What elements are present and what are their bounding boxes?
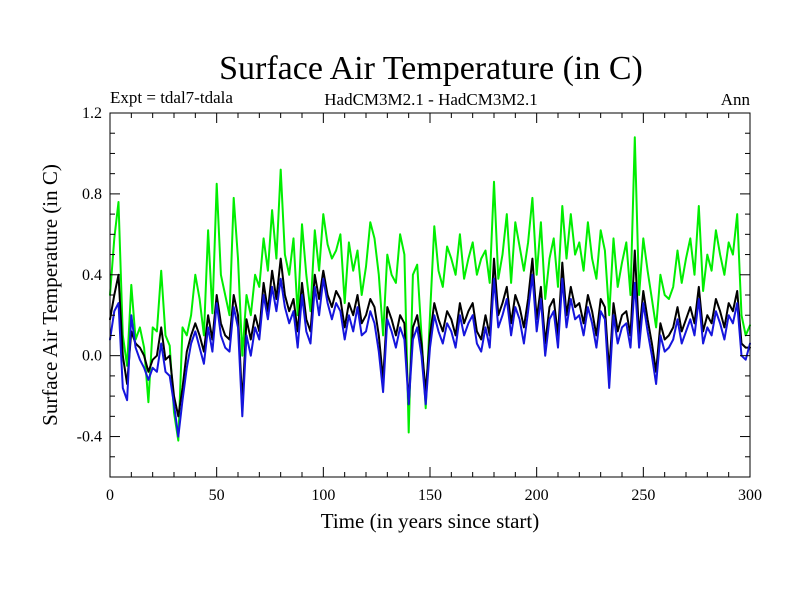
series-line-black [109, 249, 751, 418]
x-tick-label: 300 [738, 487, 762, 504]
x-tick-label: 200 [525, 487, 549, 504]
y-tick-label: 0.4 [82, 267, 102, 284]
y-tick-label: 1.2 [82, 105, 102, 122]
series-line-green [109, 136, 751, 442]
y-tick-label: 0.8 [82, 186, 102, 203]
ticks-layer: 0 50 100 150 200 250 300 -0.4 0.0 0.4 0.8 1.2 [77, 105, 762, 504]
x-axis-label: Time (in years since start) [321, 509, 540, 533]
chart-title: Surface Air Temperature (in C) [219, 50, 643, 87]
plot-frame [109, 112, 751, 478]
chart-subtitle-right: Ann [721, 90, 751, 109]
y-tick-label: 0.0 [82, 348, 102, 365]
chart-subtitle-center: HadCM3M2.1 - HadCM3M2.1 [324, 90, 537, 109]
series-line-blue [109, 273, 751, 438]
x-tick-label: 250 [631, 487, 655, 504]
x-tick-label: 50 [209, 487, 225, 504]
series-layer [109, 136, 751, 442]
chart-subtitle-left: Expt = tdal7-tdala [110, 88, 233, 107]
x-tick-label: 100 [311, 487, 335, 504]
y-axis-label: Surface Air Temperature (in C) [38, 164, 62, 426]
x-tick-label: 0 [106, 487, 114, 504]
x-tick-label: 150 [418, 487, 442, 504]
y-tick-label: -0.4 [77, 429, 102, 446]
